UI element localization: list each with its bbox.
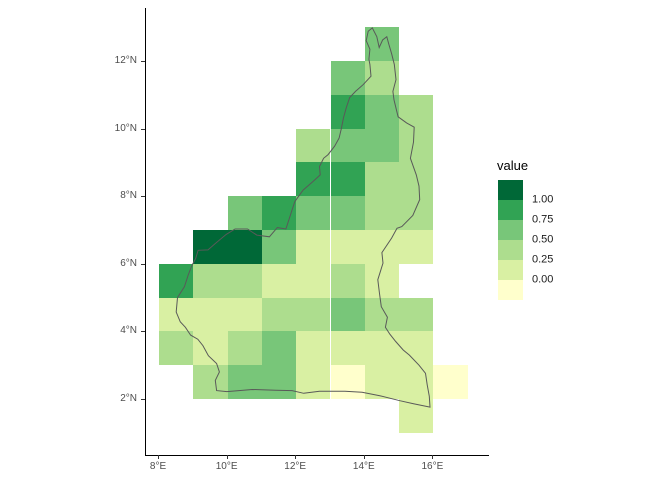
map-tile — [193, 263, 228, 298]
map-tile — [261, 263, 297, 298]
map-tile — [193, 331, 228, 366]
map-tile — [364, 128, 400, 163]
map-tile — [227, 297, 262, 332]
legend-break-label: 0.50 — [532, 233, 554, 246]
y-tick-label: 2°N — [120, 393, 137, 404]
x-tick-label: 10°E — [215, 461, 238, 472]
map-tile — [261, 365, 297, 399]
map-tile — [227, 365, 262, 399]
map-tile — [330, 230, 365, 264]
legend-key — [498, 180, 523, 200]
map-tile — [399, 94, 434, 129]
y-tick-label: 4°N — [120, 325, 137, 337]
map-tile — [296, 230, 331, 264]
x-tick-mark — [158, 455, 159, 459]
y-tick-mark — [141, 331, 145, 333]
map-tile — [296, 331, 331, 366]
map-tile — [330, 331, 365, 366]
map-tile — [227, 331, 262, 366]
map-tile — [261, 230, 297, 264]
map-tile — [330, 94, 365, 129]
y-tick-mark — [141, 399, 145, 400]
x-tick-mark — [432, 455, 434, 459]
map-tile — [330, 365, 365, 399]
legend-break-label: 0.25 — [532, 253, 554, 266]
map-tile — [330, 128, 365, 163]
map-tile — [261, 331, 297, 366]
map-tile — [364, 263, 400, 298]
map-tile — [193, 230, 228, 264]
map-tile — [227, 263, 262, 298]
map-tile — [296, 263, 331, 298]
legend-break-label: 0.00 — [532, 273, 554, 286]
map-panel — [145, 8, 489, 456]
y-tick-label: 8°N — [120, 190, 137, 202]
legend-key — [498, 240, 523, 260]
y-tick-label: 12°N — [114, 55, 137, 66]
map-tile — [330, 297, 365, 332]
map-tile — [364, 94, 400, 129]
legend-title: value — [497, 158, 529, 173]
legend-break-label: 0.75 — [532, 213, 554, 226]
map-tile — [399, 331, 434, 366]
map-tile — [159, 263, 194, 298]
x-tick-mark — [295, 455, 297, 459]
map-tile — [364, 297, 400, 332]
map-tile — [330, 162, 365, 197]
map-tile — [193, 297, 228, 332]
y-tick-mark — [141, 128, 145, 130]
map-tile — [296, 196, 331, 230]
map-tile — [296, 297, 331, 332]
map-tile — [227, 230, 262, 264]
x-tick-label: 8°E — [149, 461, 167, 472]
y-tick-mark — [141, 196, 145, 198]
x-tick-label: 12°E — [284, 461, 307, 472]
map-tile — [261, 297, 297, 332]
map-tile — [159, 331, 194, 366]
map-tile — [399, 230, 434, 264]
x-tick-mark — [226, 455, 228, 459]
x-tick-label: 16°E — [421, 461, 444, 472]
map-tile — [330, 61, 365, 95]
map-tile — [364, 27, 400, 61]
map-tile — [227, 196, 262, 230]
y-tick-label: 6°N — [120, 257, 137, 269]
map-tile — [399, 196, 434, 230]
map-tile — [399, 162, 434, 197]
map-tile — [399, 365, 434, 399]
map-tile — [296, 162, 331, 197]
y-tick-mark — [141, 263, 145, 265]
legend-key — [498, 220, 523, 240]
x-tick-label: 14°E — [352, 461, 375, 472]
map-tile — [193, 365, 228, 399]
map-tile — [364, 162, 400, 197]
map-tile — [399, 297, 434, 332]
map-tile — [364, 331, 400, 366]
country-border-overlay — [175, 27, 431, 408]
tile-layer — [146, 8, 489, 455]
map-tile — [364, 196, 400, 230]
country-border-path — [175, 27, 431, 408]
map-tile — [330, 196, 365, 230]
x-tick-mark — [363, 455, 365, 459]
map-tile — [159, 297, 194, 332]
map-tile — [364, 365, 400, 399]
map-tile — [433, 365, 468, 399]
legend-key — [498, 260, 523, 280]
map-tile — [399, 128, 434, 163]
legend-key — [498, 280, 523, 300]
map-tile — [261, 196, 297, 230]
legend-break-label: 1.00 — [532, 193, 554, 206]
y-tick-label: 10°N — [114, 122, 137, 134]
y-tick-mark — [141, 61, 145, 62]
map-tile — [330, 263, 365, 298]
legend-key — [498, 200, 523, 220]
